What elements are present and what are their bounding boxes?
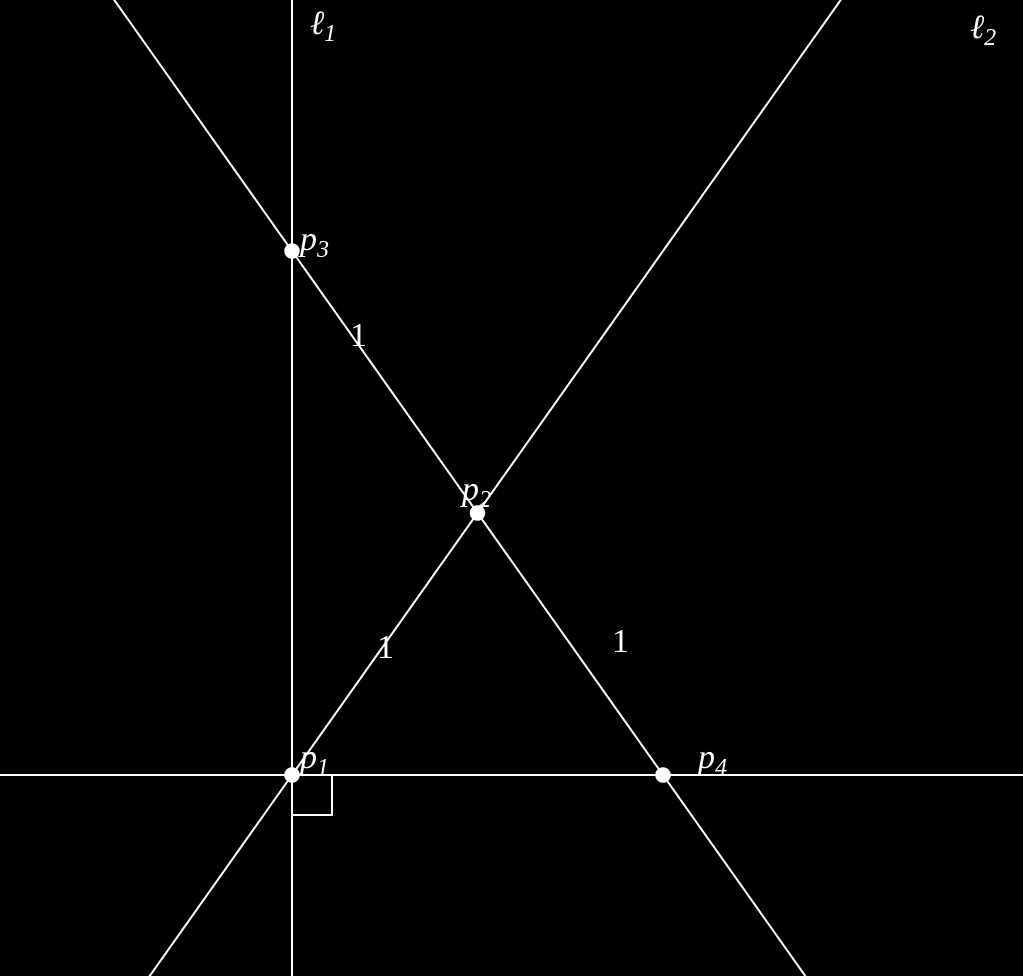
label-l1-sub: 1 — [324, 21, 336, 47]
background — [0, 0, 1023, 976]
label-p2-main: p — [460, 471, 479, 508]
label-p2-sub: 2 — [479, 487, 491, 513]
label-l1-main: ℓ — [310, 5, 324, 42]
label-edge-p1p2: 1 — [377, 629, 394, 666]
label-p4-main: p — [696, 739, 715, 776]
label-l2-sub: 2 — [984, 25, 996, 51]
point-p4 — [656, 768, 670, 782]
point-p3 — [285, 244, 299, 258]
label-edge-p2p4: 1 — [612, 623, 629, 660]
label-edge-p2p3: 1 — [350, 317, 367, 354]
label-p3-main: p — [298, 221, 317, 258]
label-p4-sub: 4 — [715, 755, 727, 781]
label-p1-main: p — [298, 739, 317, 776]
label-p3-sub: 3 — [316, 237, 329, 263]
label-p1-sub: 1 — [317, 755, 329, 781]
label-l2-main: ℓ — [970, 9, 984, 46]
point-p1 — [285, 768, 299, 782]
